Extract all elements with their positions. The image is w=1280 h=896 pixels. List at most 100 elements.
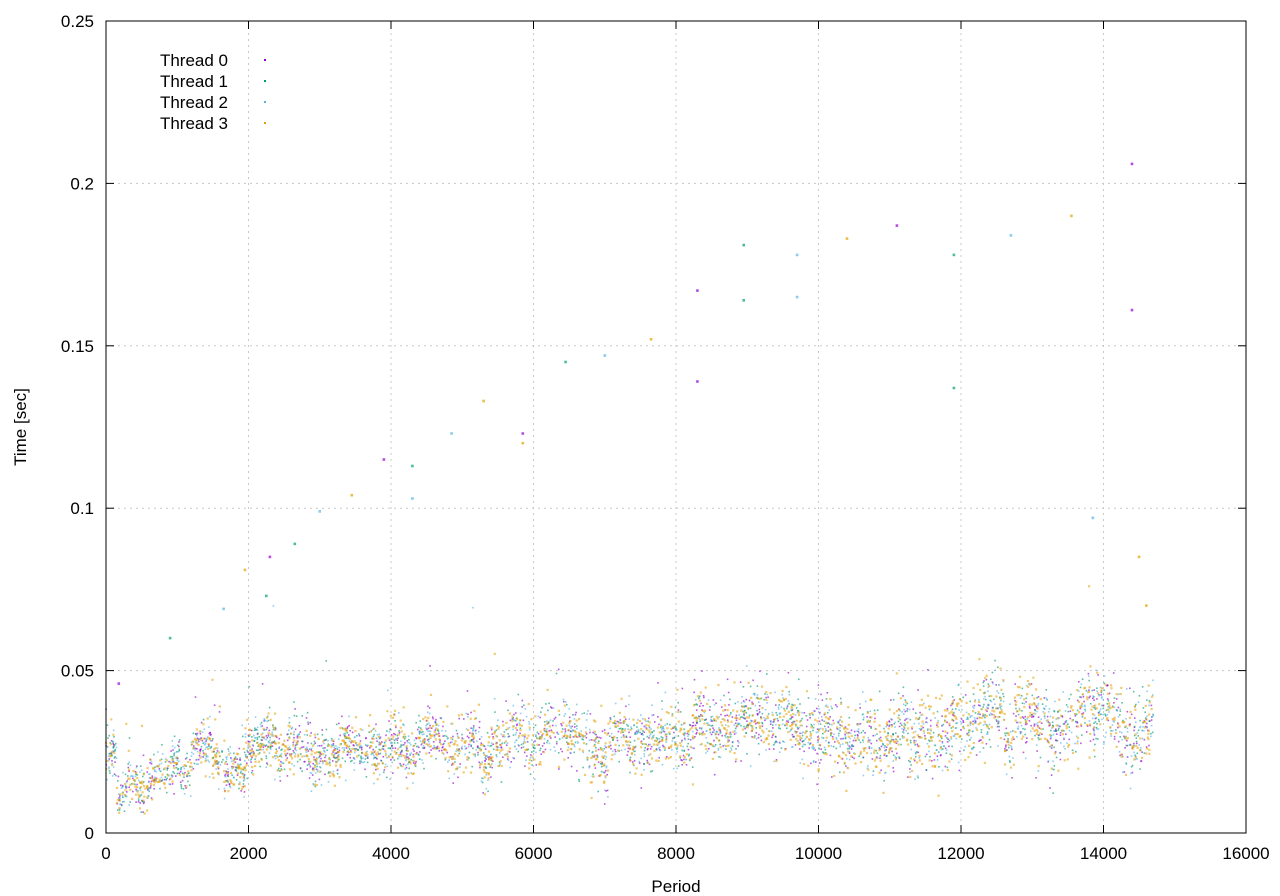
data-point — [1030, 714, 1033, 716]
data-point — [918, 759, 921, 762]
data-point — [1049, 787, 1051, 789]
data-point — [699, 720, 701, 722]
data-point — [903, 722, 906, 725]
data-point — [1086, 724, 1089, 727]
data-point — [212, 764, 215, 767]
data-point — [1008, 760, 1011, 762]
data-point — [986, 724, 989, 727]
data-point — [147, 787, 150, 789]
data-point — [944, 735, 947, 737]
data-point — [847, 706, 850, 709]
data-point — [832, 722, 835, 725]
data-point — [732, 709, 735, 712]
data-point — [968, 729, 971, 732]
data-point — [605, 756, 608, 758]
data-point — [619, 719, 622, 721]
data-point — [1141, 737, 1144, 740]
data-point — [764, 708, 767, 711]
data-point — [192, 768, 195, 770]
data-point — [111, 762, 113, 765]
data-point — [589, 713, 592, 715]
data-point — [949, 753, 952, 756]
data-point — [798, 743, 801, 746]
data-point — [1135, 737, 1138, 739]
data-point — [623, 736, 626, 739]
data-point — [920, 698, 923, 701]
data-point — [1079, 707, 1082, 710]
data-point — [1052, 760, 1054, 763]
data-point — [693, 691, 695, 694]
data-point — [1054, 730, 1056, 732]
data-point — [962, 714, 965, 717]
data-point — [798, 678, 800, 681]
data-point — [1069, 710, 1072, 713]
data-point — [316, 757, 318, 759]
data-point — [378, 748, 380, 751]
data-point — [126, 791, 128, 793]
data-point — [430, 727, 433, 729]
data-point — [408, 760, 411, 763]
data-point — [563, 758, 566, 761]
data-point — [785, 722, 788, 725]
data-point — [491, 733, 494, 735]
data-point — [1107, 708, 1110, 711]
data-point — [676, 767, 678, 770]
data-point — [795, 737, 798, 740]
data-point — [387, 747, 390, 749]
data-point — [883, 752, 886, 755]
data-point — [444, 735, 446, 737]
data-point — [944, 720, 947, 723]
data-point — [1045, 705, 1047, 707]
data-point — [1032, 676, 1035, 679]
data-point — [1093, 699, 1095, 701]
data-point — [330, 745, 333, 748]
data-point — [725, 729, 728, 732]
data-point — [837, 722, 840, 724]
data-point — [729, 736, 732, 738]
data-point — [830, 745, 832, 747]
data-point — [1057, 769, 1060, 772]
data-point — [1119, 714, 1121, 716]
data-point — [160, 758, 163, 761]
data-point — [416, 745, 418, 748]
data-point — [440, 717, 443, 720]
data-point — [381, 762, 384, 765]
data-point — [369, 714, 372, 717]
data-point — [1020, 724, 1023, 727]
data-point — [253, 729, 256, 731]
data-point — [555, 741, 558, 743]
data-point — [229, 746, 231, 748]
data-point — [475, 749, 478, 751]
data-point — [972, 746, 975, 749]
data-point — [292, 741, 294, 744]
data-point — [205, 740, 207, 743]
data-point — [883, 747, 886, 749]
data-point — [614, 719, 617, 722]
data-point — [328, 744, 331, 747]
data-point — [1091, 689, 1094, 692]
data-point — [625, 705, 627, 708]
data-point — [110, 752, 113, 754]
data-point — [148, 790, 151, 793]
data-point — [653, 749, 656, 752]
data-point — [602, 750, 604, 752]
data-point — [690, 726, 693, 729]
data-point — [711, 757, 714, 760]
data-point — [803, 750, 805, 753]
data-point — [457, 736, 460, 739]
data-point — [1125, 762, 1127, 764]
data-point — [171, 756, 174, 758]
data-point — [432, 717, 434, 720]
data-point — [272, 734, 275, 737]
data-point — [1063, 723, 1066, 725]
data-point — [490, 776, 492, 778]
data-point — [1097, 738, 1099, 740]
data-point — [826, 692, 829, 694]
data-point — [885, 746, 888, 748]
data-point — [472, 729, 474, 731]
data-point — [396, 739, 399, 741]
data-point — [1145, 718, 1148, 721]
data-point — [1005, 749, 1008, 751]
data-point — [265, 757, 268, 760]
data-point — [331, 744, 334, 747]
